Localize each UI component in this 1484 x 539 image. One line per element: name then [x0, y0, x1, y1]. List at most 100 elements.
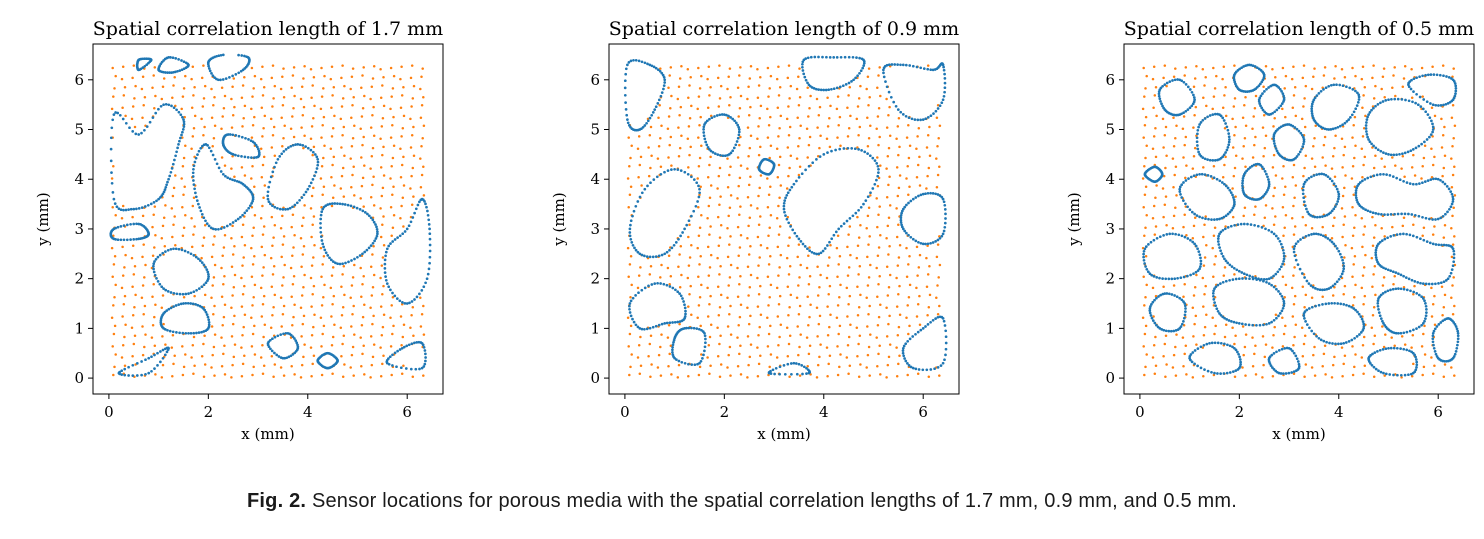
interior-sensor-point: [678, 286, 682, 289]
interior-sensor-point: [140, 296, 144, 300]
interior-sensor-point: [728, 104, 731, 107]
interior-sensor-point: [422, 333, 426, 336]
interior-sensor-point: [639, 335, 642, 339]
boundary-sensor-point: [294, 339, 298, 342]
interior-sensor-point: [1361, 135, 1365, 138]
boundary-sensor-point: [908, 337, 912, 341]
boundary-sensor-point: [1431, 128, 1435, 131]
interior-sensor-point: [798, 136, 801, 140]
boundary-sensor-point: [1293, 244, 1297, 248]
boundary-sensor-point: [164, 250, 167, 253]
boundary-sensor-point: [850, 80, 853, 83]
interior-sensor-point: [112, 95, 115, 98]
boundary-sensor-point: [125, 223, 129, 227]
interior-sensor-point: [252, 226, 255, 229]
interior-sensor-point: [419, 325, 423, 328]
interior-sensor-point: [1421, 95, 1424, 98]
boundary-sensor-point: [1406, 150, 1410, 154]
boundary-sensor-point: [293, 203, 297, 207]
interior-sensor-point: [270, 215, 274, 219]
boundary-sensor-point: [1267, 182, 1271, 186]
boundary-sensor-point: [1428, 116, 1432, 120]
boundary-sensor-point: [1272, 232, 1276, 236]
interior-sensor-point: [686, 137, 690, 141]
boundary-sensor-point: [1370, 142, 1373, 146]
interior-sensor-point: [402, 225, 405, 228]
boundary-sensor-point: [1294, 354, 1298, 358]
boundary-sensor-point: [304, 190, 308, 194]
interior-sensor-point: [738, 74, 741, 77]
boundary-sensor-point: [1291, 349, 1294, 353]
interior-sensor-point: [361, 143, 364, 147]
interior-sensor-point: [669, 344, 673, 348]
boundary-sensor-point: [132, 222, 136, 226]
interior-sensor-point: [778, 196, 781, 200]
boundary-sensor-point: [1417, 293, 1421, 297]
interior-sensor-point: [252, 365, 255, 369]
interior-sensor-point: [738, 176, 742, 180]
interior-sensor-point: [1141, 107, 1145, 111]
boundary-sensor-point: [231, 178, 234, 182]
interior-sensor-point: [637, 343, 641, 347]
interior-sensor-point: [1453, 304, 1456, 308]
boundary-sensor-point: [1189, 238, 1192, 242]
interior-sensor-point: [1430, 286, 1433, 290]
boundary-sensor-point: [1276, 128, 1279, 131]
boundary-sensor-point: [1195, 136, 1199, 140]
interior-sensor-point: [320, 95, 324, 98]
boundary-sensor-point: [396, 236, 399, 239]
boundary-sensor-point: [1281, 297, 1285, 301]
boundary-sensor-point: [427, 267, 431, 271]
interior-sensor-point: [1310, 296, 1314, 300]
boundary-sensor-point: [384, 254, 387, 258]
boundary-sensor-point: [804, 57, 808, 60]
boundary-sensor-point: [819, 88, 823, 92]
interior-sensor-point: [350, 284, 354, 287]
interior-sensor-point: [1143, 373, 1146, 377]
boundary-sensor-point: [914, 367, 918, 371]
boundary-sensor-point: [1411, 100, 1414, 104]
interior-sensor-point: [153, 66, 157, 69]
boundary-sensor-point: [1362, 324, 1366, 328]
interior-sensor-point: [412, 84, 416, 88]
interior-sensor-point: [170, 207, 174, 210]
boundary-sensor-point: [1213, 301, 1216, 304]
interior-sensor-point: [1360, 217, 1364, 220]
interior-sensor-point: [1351, 205, 1354, 209]
boundary-sensor-point: [1269, 364, 1273, 367]
interior-sensor-point: [282, 374, 286, 377]
interior-sensor-point: [869, 124, 872, 128]
boundary-sensor-point: [1224, 122, 1227, 125]
interior-sensor-point: [729, 95, 732, 99]
boundary-sensor-point: [701, 357, 704, 360]
boundary-sensor-point: [846, 146, 850, 150]
boundary-sensor-point: [1292, 351, 1296, 355]
boundary-sensor-point: [1245, 169, 1249, 173]
interior-sensor-point: [799, 124, 802, 128]
interior-sensor-point: [1293, 335, 1296, 339]
interior-sensor-point: [1430, 147, 1433, 150]
boundary-sensor-point: [866, 195, 870, 199]
interior-sensor-point: [160, 97, 164, 101]
boundary-sensor-point: [1417, 325, 1421, 329]
interior-sensor-point: [868, 304, 871, 308]
boundary-sensor-point: [1213, 371, 1216, 375]
interior-sensor-point: [1341, 235, 1344, 239]
interior-sensor-point: [321, 123, 324, 127]
interior-sensor-point: [369, 335, 373, 338]
interior-sensor-point: [142, 243, 145, 246]
boundary-sensor-point: [1382, 322, 1385, 325]
boundary-sensor-point: [1418, 182, 1421, 185]
boundary-sensor-point: [670, 168, 673, 171]
boundary-sensor-point: [1255, 278, 1259, 281]
interior-sensor-point: [259, 147, 263, 150]
interior-sensor-point: [668, 283, 671, 286]
boundary-sensor-point: [1307, 282, 1311, 285]
interior-sensor-point: [1294, 114, 1298, 118]
interior-sensor-point: [120, 356, 124, 359]
boundary-sensor-point: [426, 272, 430, 276]
boundary-sensor-point: [1235, 321, 1238, 325]
boundary-sensor-point: [1430, 119, 1433, 123]
interior-sensor-point: [768, 226, 771, 229]
interior-sensor-point: [848, 86, 852, 89]
